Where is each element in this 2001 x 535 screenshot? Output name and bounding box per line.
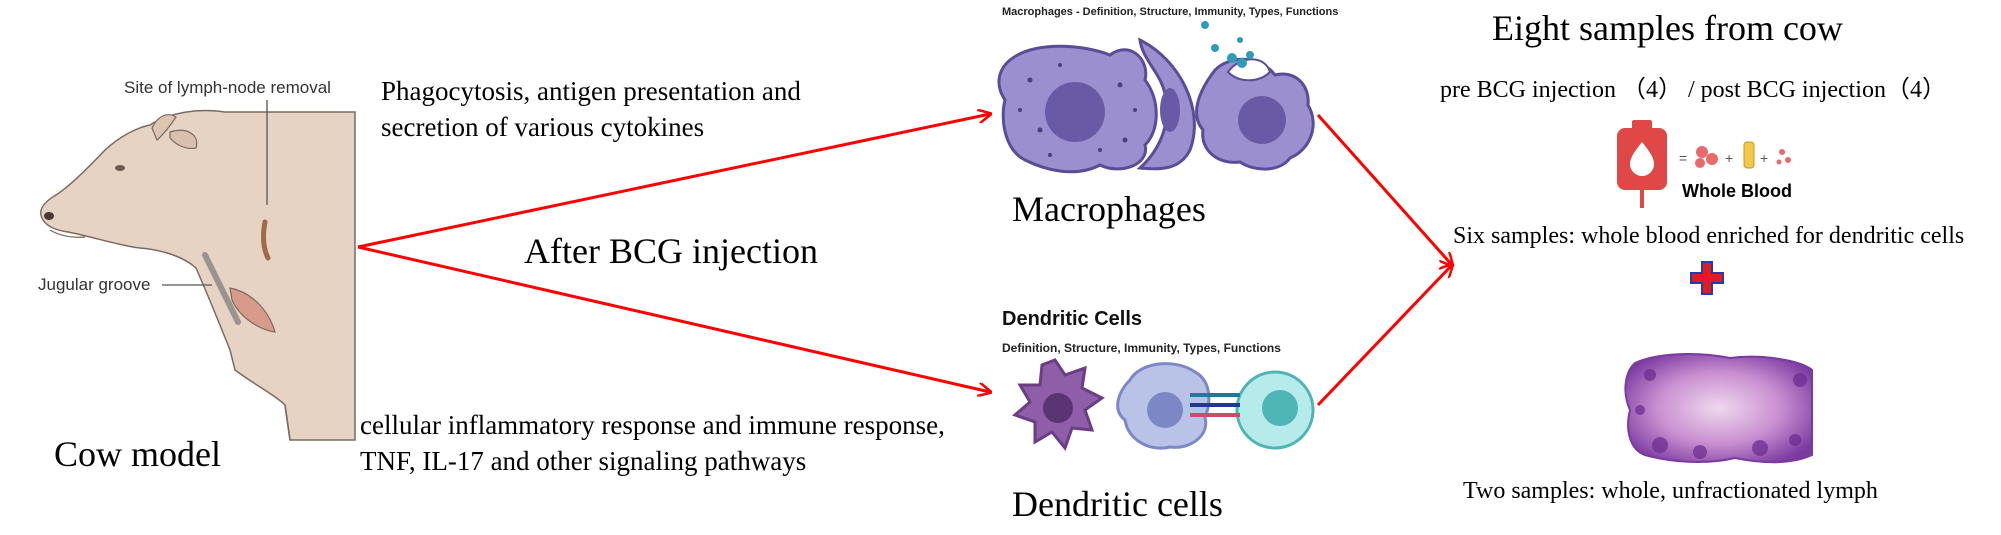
macrophage-nucleus-1 bbox=[1045, 82, 1105, 142]
arrow-to-dendritic-cells bbox=[357, 245, 990, 392]
cow-illustration bbox=[40, 100, 356, 441]
macrophages-caption: Macrophages bbox=[1012, 189, 1206, 229]
cow-body bbox=[40, 109, 356, 441]
two-samples-text: Two samples: whole, unfractionated lymph bbox=[1463, 478, 1878, 504]
bacteria-dots bbox=[1201, 21, 1254, 68]
macrophage-nucleus-3 bbox=[1238, 96, 1286, 144]
macrophage-nucleus-2 bbox=[1160, 88, 1180, 132]
plus-icon bbox=[1690, 261, 1724, 295]
cow-ear bbox=[151, 114, 177, 141]
arrow-macrophages-to-samples bbox=[1316, 114, 1452, 265]
jugular-wound bbox=[229, 287, 276, 333]
lymph-tissue-image bbox=[1624, 353, 1813, 464]
six-samples-text: Six samples: whole blood enriched for de… bbox=[1453, 223, 1965, 249]
arrow-dendritic-to-samples bbox=[1316, 265, 1452, 407]
svg-text:+: + bbox=[1725, 150, 1733, 166]
after-bcg-label: After BCG injection bbox=[524, 231, 818, 271]
dendritic-image-subtitle: Definition, Structure, Immunity, Types, … bbox=[1002, 341, 1281, 355]
dendritic-nucleus-1 bbox=[1043, 393, 1073, 423]
dendritic-cells-image bbox=[1012, 358, 1315, 452]
cow-ear-2 bbox=[169, 129, 198, 150]
samples-split: pre BCG injection （4） / post BCG injecti… bbox=[1440, 77, 1946, 103]
samples-title: Eight samples from cow bbox=[1492, 8, 1843, 48]
macrophage-image-title: Macrophages - Definition, Structure, Imm… bbox=[1002, 6, 1339, 18]
svg-text:+: + bbox=[1760, 150, 1768, 166]
dendritic-function-line-1: cellular inflammatory response and immun… bbox=[360, 410, 945, 440]
macrophage-function-line-2: secretion of various cytokines bbox=[381, 112, 705, 142]
lymph-node-mark bbox=[261, 219, 271, 261]
cow-model-label: Cow model bbox=[54, 434, 221, 474]
jugular-groove-label: Jugular groove bbox=[38, 275, 151, 294]
dendritic-function-line-2: TNF, IL-17 and other signaling pathways bbox=[360, 446, 807, 476]
dendritic-image-title: Dendritic Cells bbox=[1002, 308, 1143, 330]
macrophage-cells-image bbox=[997, 21, 1315, 174]
t-cell-nucleus bbox=[1262, 390, 1298, 426]
cow-nostril bbox=[44, 212, 54, 220]
whole-blood-label: Whole Blood bbox=[1682, 181, 1792, 201]
whole-blood-icon: = + + bbox=[1617, 120, 1791, 208]
arrow-to-macrophages bbox=[357, 114, 990, 249]
lymph-node-label: Site of lymph-node removal bbox=[124, 78, 331, 97]
flow-arrows bbox=[357, 114, 1452, 407]
dendritic-nucleus-2 bbox=[1147, 392, 1183, 428]
cow-eye bbox=[115, 165, 125, 171]
equals-sign: = bbox=[1679, 150, 1687, 166]
macrophage-function-line-1: Phagocytosis, antigen presentation and bbox=[381, 76, 801, 106]
dendritic-cells-caption: Dendritic cells bbox=[1012, 484, 1223, 524]
